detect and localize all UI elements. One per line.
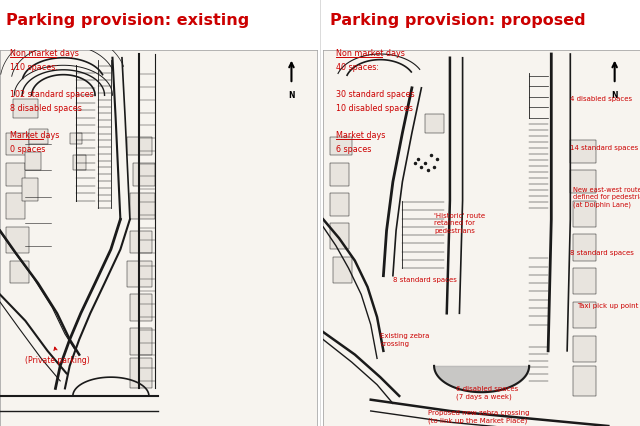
Text: 8 standard spaces: 8 standard spaces <box>570 250 634 256</box>
Bar <box>333 257 352 284</box>
Bar <box>22 178 38 201</box>
Bar <box>330 137 352 156</box>
Text: Market days: Market days <box>10 131 59 140</box>
Bar <box>70 134 83 145</box>
Text: New east-west route
defined for pedestrians
(at Dolphin Lane): New east-west route defined for pedestri… <box>573 186 640 207</box>
Bar <box>424 115 444 134</box>
Bar <box>130 359 152 389</box>
Text: 30 standard spaces: 30 standard spaces <box>336 90 415 99</box>
Bar <box>26 153 41 171</box>
Text: 6 spaces: 6 spaces <box>336 144 371 153</box>
Text: Market days: Market days <box>336 131 385 140</box>
Text: 8 disabled spaces: 8 disabled spaces <box>10 104 81 112</box>
Text: 8 standard spaces: 8 standard spaces <box>393 276 457 282</box>
Bar <box>330 224 349 250</box>
Bar <box>6 134 29 156</box>
Bar <box>127 137 152 156</box>
Text: N: N <box>288 90 294 99</box>
Text: 'Historic' route
retained for
pedestrians: 'Historic' route retained for pedestrian… <box>434 212 485 233</box>
Text: Parking provision: existing: Parking provision: existing <box>6 13 250 28</box>
Text: Parking provision: proposed: Parking provision: proposed <box>330 13 585 28</box>
Bar <box>330 193 349 216</box>
Bar <box>570 141 596 164</box>
Bar <box>29 130 47 145</box>
Text: 6 disabled spaces
(7 days a week): 6 disabled spaces (7 days a week) <box>456 385 518 399</box>
Text: (Private parking): (Private parking) <box>26 348 90 364</box>
Text: Taxi pick up point: Taxi pick up point <box>577 302 638 308</box>
Bar <box>10 261 29 284</box>
Bar <box>127 261 152 287</box>
Bar <box>130 328 152 355</box>
Bar <box>130 295 152 321</box>
Bar <box>130 231 152 253</box>
Bar <box>73 156 86 171</box>
Text: Proposed new zebra crossing
(to link up the Market Place): Proposed new zebra crossing (to link up … <box>428 409 529 423</box>
Text: 0 spaces: 0 spaces <box>10 144 45 153</box>
Text: 102 standard spaces: 102 standard spaces <box>10 90 93 99</box>
Bar <box>573 336 596 362</box>
Bar <box>6 227 29 253</box>
Bar <box>573 235 596 261</box>
Text: 110 spaces:: 110 spaces: <box>10 63 58 72</box>
Bar <box>6 193 26 220</box>
Bar <box>573 201 596 227</box>
Bar <box>330 164 349 186</box>
Text: 4 disabled spaces: 4 disabled spaces <box>570 96 632 102</box>
Bar <box>133 164 156 186</box>
Text: Non market days: Non market days <box>10 49 79 58</box>
Bar <box>573 366 596 396</box>
Text: Non market days: Non market days <box>336 49 405 58</box>
Text: Existing zebra
crossing: Existing zebra crossing <box>380 332 429 346</box>
Bar <box>6 164 26 186</box>
Bar <box>570 171 596 193</box>
Bar <box>573 302 596 328</box>
Text: 14 standard spaces: 14 standard spaces <box>570 145 639 151</box>
Bar <box>13 100 38 118</box>
Bar <box>130 193 156 220</box>
Text: 40 spaces:: 40 spaces: <box>336 63 379 72</box>
Text: 10 disabled spaces: 10 disabled spaces <box>336 104 413 112</box>
Bar <box>573 268 596 295</box>
Text: N: N <box>611 90 618 99</box>
